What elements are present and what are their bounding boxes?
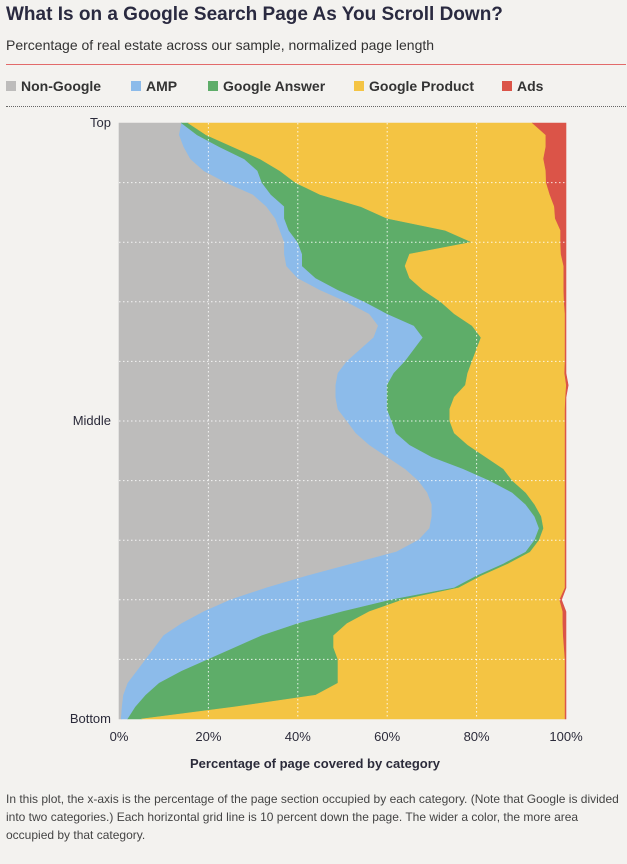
chart-title: What Is on a Google Search Page As You S… [6,4,503,25]
legend-swatch [131,81,141,91]
legend-item-google-answer: Google Answer [208,78,325,94]
legend-item-non-google: Non-Google [6,78,101,94]
legend-label: Non-Google [21,78,102,94]
legend: Non-Google AMP Google Answer Google Prod… [6,78,626,96]
y-tick-label: Middle [73,413,111,428]
x-tick-label: 0% [110,729,129,744]
x-tick-label: 100% [549,729,583,744]
x-axis-labels: 0% 20% 40% 60% 80% 100% [110,729,583,744]
chart-note: In this plot, the x-axis is the percenta… [6,792,619,842]
legend-swatch [354,81,364,91]
x-tick-label: 20% [195,729,221,744]
x-tick-label: 80% [464,729,490,744]
y-axis-labels: Top Middle Bottom [70,115,111,726]
grid-layer [119,123,566,719]
legend-divider [6,106,626,107]
header-divider [6,64,626,65]
legend-swatch [208,81,218,91]
legend-item-ads: Ads [502,78,543,94]
y-tick-label: Top [90,115,111,130]
legend-label: Ads [517,78,544,94]
legend-swatch [6,81,16,91]
legend-item-google-product: Google Product [354,78,474,94]
legend-item-amp: AMP [131,78,177,94]
x-axis-title: Percentage of page covered by category [190,756,441,771]
legend-label: Google Answer [223,78,326,94]
area-ads [531,122,569,720]
stacked-area-chart: Top Middle Bottom 0% 20% 40% 60% 80% 100% Perce… [70,115,583,771]
y-tick-label: Bottom [70,711,111,726]
x-tick-label: 60% [374,729,400,744]
legend-label: Google Product [369,78,474,94]
legend-label: AMP [146,78,178,94]
legend-swatch [502,81,512,91]
chart-subtitle: Percentage of real estate across our sam… [6,37,435,53]
x-tick-label: 40% [285,729,311,744]
